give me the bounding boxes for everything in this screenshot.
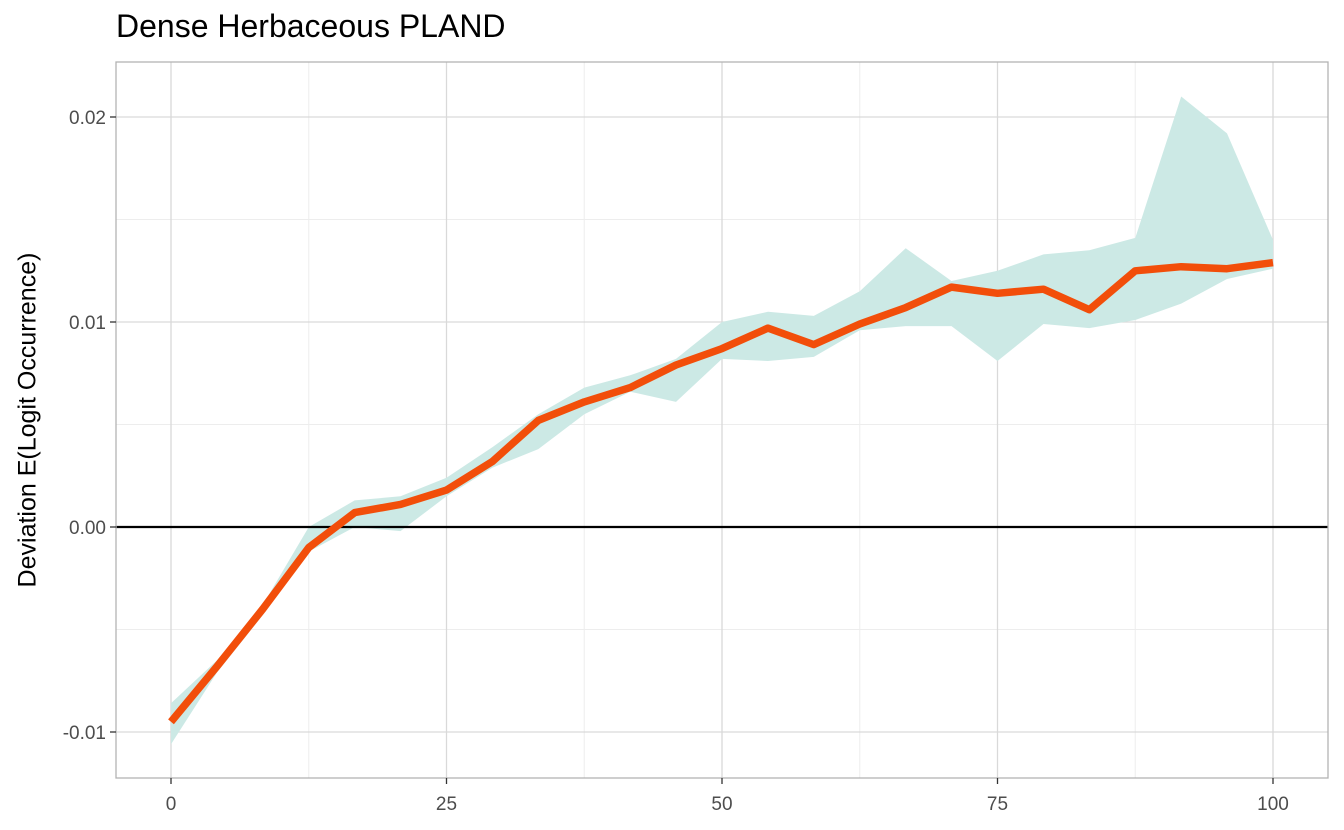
y-tick-label: 0.01: [69, 313, 106, 334]
y-tick-label: 0.00: [69, 518, 106, 539]
x-tick-label: 0: [166, 794, 177, 815]
chart-title: Dense Herbaceous PLAND: [116, 8, 506, 44]
series-line: [168, 258, 1274, 725]
x-tick-label: 100: [1257, 794, 1289, 815]
x-tick-label: 50: [711, 794, 732, 815]
confidence-ribbon: [171, 96, 1273, 745]
y-tick-label: -0.01: [63, 723, 106, 744]
y-tick-label: 0.02: [69, 108, 106, 129]
x-tick-label: 75: [987, 794, 1008, 815]
x-tick-label: 25: [436, 794, 457, 815]
